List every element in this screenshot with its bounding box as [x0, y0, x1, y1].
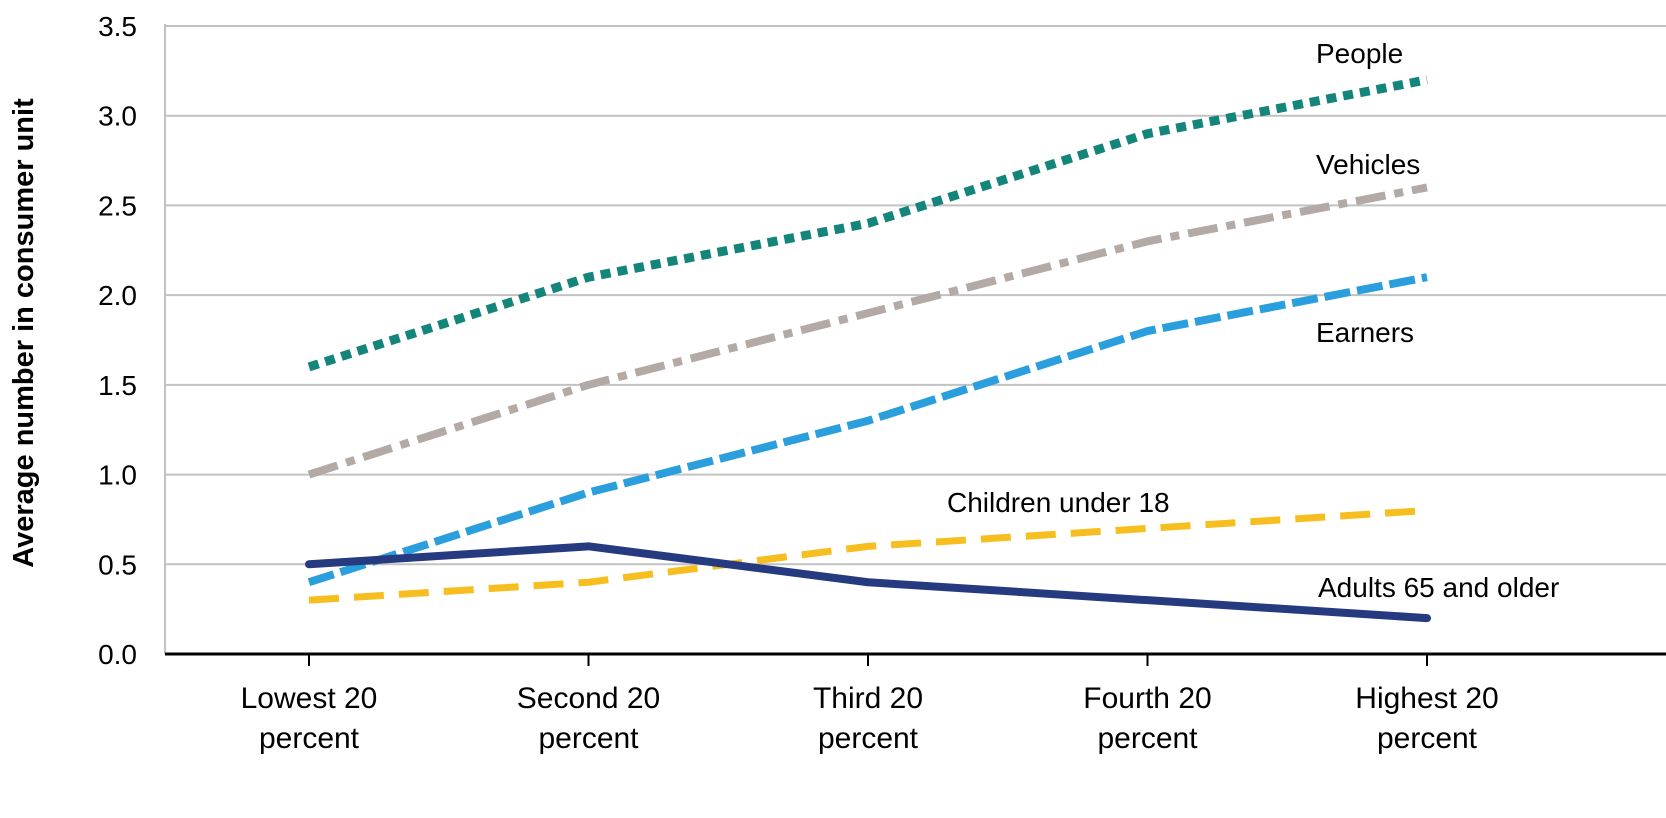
x-tick-label: Highest 20 percent [1355, 682, 1498, 755]
series-line-adults-65-and-older [305, 542, 1431, 623]
series-line-people [307, 75, 1428, 372]
y-tick-label: 2.5 [98, 190, 137, 221]
series-labels: People Vehicles Earners Children under 18 Ad… [947, 38, 1559, 603]
y-axis-tick-labels: 0.0 0.5 1.0 1.5 2.0 2.5 3.0 3.5 [98, 11, 137, 670]
y-tick-label: 1.0 [98, 460, 137, 491]
x-tick-label: Third 20 percent [813, 682, 923, 755]
y-tick-label: 3.5 [98, 11, 137, 42]
x-tick-label: Fourth 20 percent [1083, 682, 1211, 755]
series-line-children-under-18 [308, 506, 1428, 604]
x-tick-label: Second 20 percent [517, 682, 660, 755]
series-label-children-under-18: Children under 18 [947, 487, 1170, 518]
series-line-vehicles [307, 183, 1428, 479]
series-label-people: People [1316, 38, 1403, 69]
y-axis-title: Average number in consumer unit [8, 98, 40, 568]
series-label-earners: Earners [1316, 317, 1414, 348]
y-tick-label: 0.0 [98, 639, 137, 670]
y-tick-label: 0.5 [98, 549, 137, 580]
y-tick-label: 2.0 [98, 280, 137, 311]
y-tick-label: 1.5 [98, 370, 137, 401]
y-tick-label: 3.0 [98, 101, 137, 132]
series-label-vehicles: Vehicles [1316, 149, 1420, 180]
x-tick-label: Lowest 20 percent [241, 682, 378, 755]
series-label-adults-65-and-older: Adults 65 and older [1318, 572, 1559, 603]
x-axis-tick-labels: Lowest 20 percent Second 20 percent Third 20… [241, 682, 1499, 755]
x-axis [164, 24, 1666, 666]
series-lines [305, 75, 1431, 623]
series-line-earners [307, 273, 1428, 587]
gridlines [165, 25, 1666, 566]
